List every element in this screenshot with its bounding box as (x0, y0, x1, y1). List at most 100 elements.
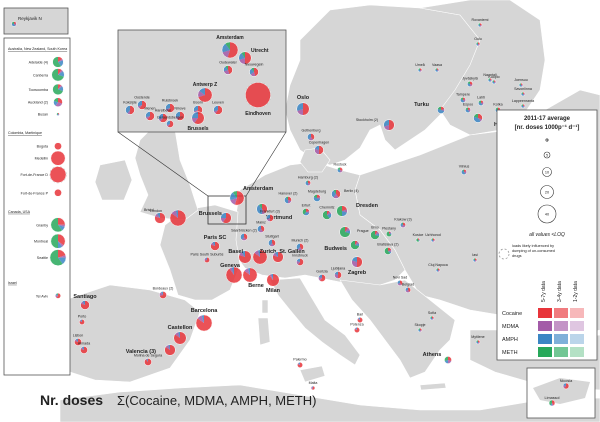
city-iasi-pie-slice-2 (473, 259, 475, 262)
benelux-menen-label: Menen (145, 107, 156, 111)
benelux-koksijde-pie (125, 105, 135, 115)
benelux-geraardsbergen-pie-slice-2 (166, 120, 170, 126)
left-inset-auckland-2-pie (53, 97, 63, 107)
city-savonlinna-pie-slice-0 (523, 92, 525, 94)
city-kosice-label: Kosice (413, 233, 424, 237)
city-savonlinna-pie-slice-1 (523, 93, 525, 96)
city-basel-pie-slice-2 (241, 250, 245, 257)
city-lappeenranta-pie-slice-1 (523, 105, 525, 108)
city-copenhagen-pie (314, 145, 324, 155)
city-krakow-3-label: Krakow (3) (394, 217, 411, 221)
italy-landmass (269, 277, 361, 366)
city-kotka-label: Kotka (493, 102, 502, 106)
city-lahti-pie-slice-2 (478, 102, 483, 106)
city-oulu-pie-slice-3 (476, 42, 478, 44)
benelux-koksijde-label: Koksijde (123, 101, 137, 105)
city-piestany-pie-slice-0 (389, 231, 391, 234)
city-cluj-napoca-label: Cluj Napoca (428, 263, 448, 267)
city-hanover-2-label: Hanover (2) (279, 191, 298, 195)
benelux-antwerp-z-label: Antwerp Z (193, 82, 217, 88)
city-rostock-pie-slice-1 (340, 170, 343, 173)
city-bordeaux-2-pie-slice-2 (160, 291, 163, 295)
benelux-brussels-pie (191, 111, 205, 125)
left-inset-fort-de-france-p-pie (54, 188, 62, 197)
city-bordeaux-2-pie-slice-1 (159, 292, 163, 297)
city-belgrad-pie-slice-0 (408, 287, 411, 293)
city-chemnitz-pie-outline (322, 210, 332, 220)
city-skopje-pie-slice-1 (420, 330, 422, 332)
city-amsterdam-pie (229, 190, 245, 206)
left-inset-heading-3: Israel (8, 281, 17, 285)
benelux-brussels-pie-outline (191, 111, 205, 125)
city-magdeburg-pie-slice-2 (313, 196, 321, 202)
benelux-nieuwegein-pie-outline (249, 67, 259, 77)
left-inset-medellin-label: Medellin (35, 157, 48, 161)
city-krakow-3-pie-slice-1 (401, 225, 406, 228)
city-hamburg-2-pie-slice-0 (308, 180, 311, 184)
city-vilnius-label: Vilnius (459, 164, 470, 168)
city-amsterdam-pie-slice-0 (234, 190, 245, 206)
benelux-antwerp-z-pie-slice-0 (198, 87, 213, 103)
city-kuopio-pie-slice-3 (492, 80, 494, 82)
city-milan-pie-slice-2 (271, 273, 273, 280)
city-saarbr-cken-2-pie (240, 233, 248, 241)
cyprus-nicosia-pie-slice-1 (563, 385, 566, 389)
benelux-ninove-pie-outline (175, 111, 185, 121)
city-oslo-pie-slice-1 (297, 109, 303, 116)
legend-title-line1: 2011-17 average (524, 116, 571, 122)
city-molina-de-segura-pie-slice-1 (145, 358, 148, 362)
left-inset-toowoomba-pie-slice-0 (58, 84, 62, 90)
benelux-koksijde-pie-slice-1 (127, 110, 130, 115)
city-gorizia-label: Gorizia (316, 269, 327, 273)
city-potenza-pie-slice-1 (354, 327, 357, 330)
city-hamburg-2-pie-slice-2 (305, 180, 308, 186)
city-berne-pie-slice-0 (242, 267, 258, 283)
city-novi-sad-pie-slice-1 (397, 283, 402, 286)
benelux-amsterdam-label: Amsterdam (216, 35, 244, 41)
city-london-pie-outline (169, 209, 187, 227)
city-jyv-skyl-pie-slice-2 (467, 83, 470, 87)
city-dresden-label: Dresden (356, 203, 379, 209)
city-ljubljana-pie-slice-0 (338, 271, 342, 279)
city-jyv-skyl-pie (467, 81, 473, 87)
benelux-harelbeke-pie-slice-1 (158, 118, 163, 122)
city-brno-pie (370, 230, 380, 240)
city-munich-2-pie-slice-2 (296, 243, 300, 250)
benelux-locator-box (207, 195, 247, 225)
city-stuttgart-pie-slice-0 (272, 239, 276, 246)
city-stockholm-2-pie-slice-2 (383, 119, 389, 127)
city-basel-pie-slice-1 (239, 251, 245, 257)
city-berlin-4-pie-outline (331, 189, 341, 199)
city-potenza-label: Potenza (350, 322, 363, 326)
city-helsinki-pie-outline (473, 113, 483, 123)
city-dortmund-pie-slice-3 (258, 203, 262, 209)
city-rostock-pie-outline (337, 167, 343, 173)
city-cluj-napoca-pie-slice-3 (436, 268, 438, 270)
benelux-eindhoven-pie (244, 82, 271, 109)
city-bordeaux-2-pie-outline (159, 291, 167, 299)
city-lisbon-pie (74, 338, 82, 346)
city-lisbon-pie-outline (74, 338, 82, 346)
reykjavik-pie-outline (11, 21, 17, 27)
city-helsinki-pie-slice-3 (473, 113, 478, 118)
benelux-ninove-pie-slice-1 (175, 116, 180, 120)
city-budweis-pie (350, 240, 360, 250)
benelux-oudewater-pie-slice-3 (225, 65, 228, 70)
city-geneva-pie (225, 266, 243, 284)
city-basel-label: Basel (228, 249, 243, 255)
city-bristol-pie-slice-2 (156, 212, 160, 218)
city-molina-de-segura-pie (144, 358, 152, 366)
city-brno-pie-slice-3 (370, 230, 380, 240)
city-hamburg-2-label: Hamburg (2) (298, 175, 318, 179)
city-prague-pie (339, 226, 351, 238)
city-gorizia-pie-slice-1 (318, 276, 322, 281)
city-belgrad-pie-slice-2 (405, 287, 408, 291)
city-bristol-pie (154, 212, 166, 224)
left-inset-canberra-pie-slice-3 (51, 68, 64, 82)
city-innsbruck-pie-slice-1 (296, 260, 300, 265)
city-amsterdam-pie-outline (229, 190, 245, 206)
city-kosice-pie-outline (415, 237, 421, 243)
benelux-nieuwegein-pie-slice-0 (254, 67, 259, 77)
city-hamburg-2-pie-outline (305, 180, 311, 186)
city-malta-pie-slice-0 (311, 386, 315, 390)
